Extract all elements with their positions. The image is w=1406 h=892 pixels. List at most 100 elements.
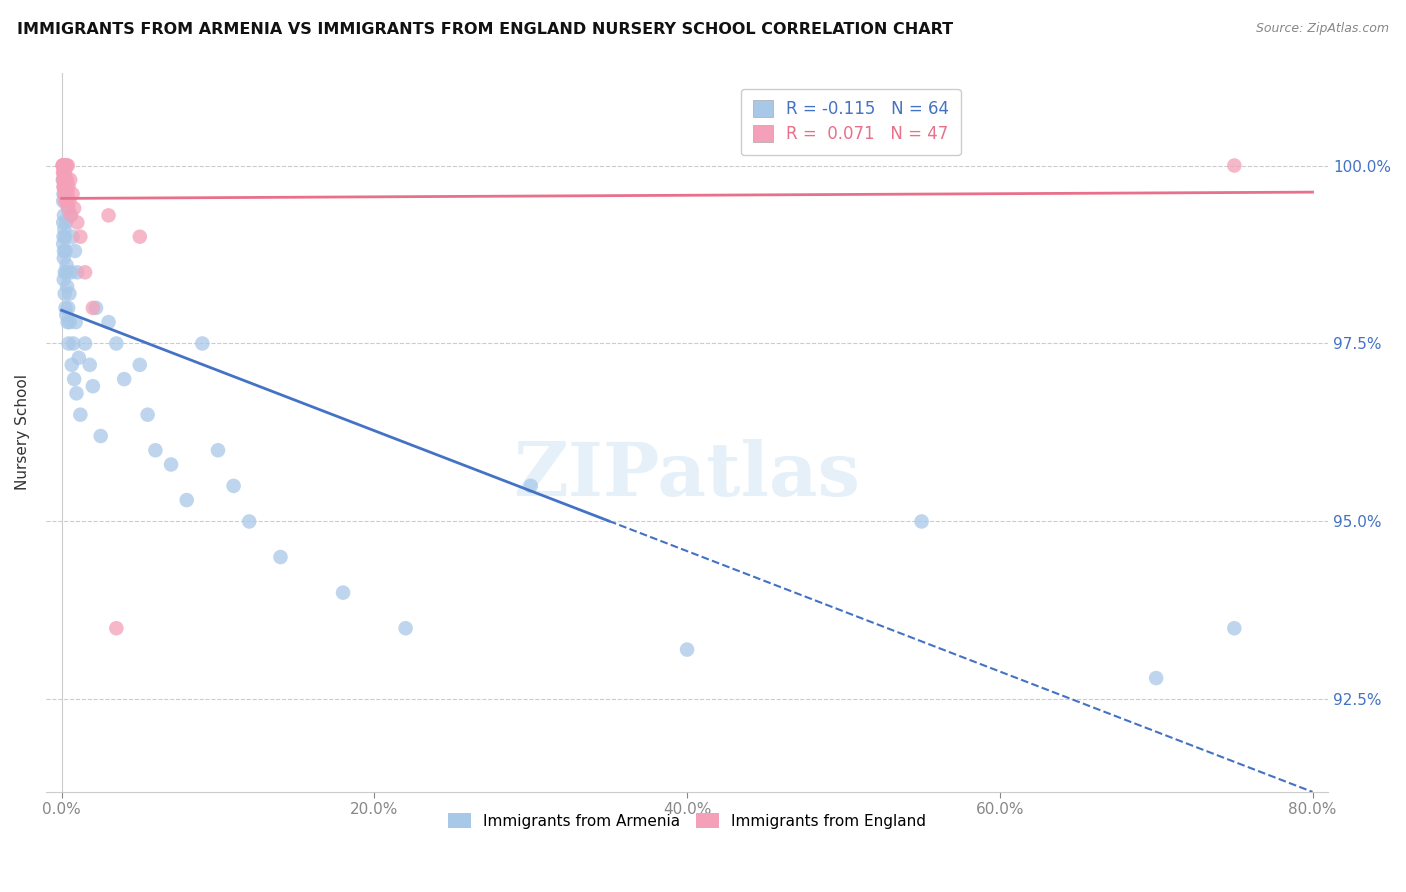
Point <box>52 180 75 194</box>
Point <box>55 265 77 279</box>
Point <box>52 194 75 208</box>
Point <box>55 244 77 258</box>
Text: ZIPatlas: ZIPatlas <box>513 439 860 512</box>
Point <box>53 173 76 187</box>
Point <box>53 194 76 208</box>
Point <box>52 236 75 251</box>
Point <box>53 286 76 301</box>
Point <box>55 301 77 315</box>
Point <box>52 166 75 180</box>
Point <box>52 272 75 286</box>
Point <box>67 351 90 365</box>
Text: Source: ZipAtlas.com: Source: ZipAtlas.com <box>1256 22 1389 36</box>
Point <box>66 265 89 279</box>
Point <box>53 159 76 173</box>
Point <box>145 443 167 458</box>
Point <box>53 222 76 236</box>
Point <box>676 642 699 657</box>
Point <box>128 358 150 372</box>
Point <box>1223 621 1246 635</box>
Point <box>73 336 96 351</box>
Point <box>60 358 83 372</box>
Point <box>52 186 75 201</box>
Point <box>52 159 75 173</box>
Point <box>82 379 104 393</box>
Point <box>53 180 76 194</box>
Point <box>56 186 79 201</box>
Point <box>97 315 120 329</box>
Point <box>55 159 77 173</box>
Point <box>69 408 91 422</box>
Point <box>238 515 260 529</box>
Point <box>53 159 76 173</box>
Point <box>53 229 76 244</box>
Point <box>55 180 77 194</box>
Point <box>56 201 79 215</box>
Point <box>59 173 82 187</box>
Point <box>53 159 76 173</box>
Point <box>63 244 86 258</box>
Point <box>55 186 77 201</box>
Point <box>52 229 75 244</box>
Point <box>52 173 75 187</box>
Point <box>97 208 120 222</box>
Point <box>90 429 112 443</box>
Point <box>55 159 77 173</box>
Point <box>52 244 75 258</box>
Legend: Immigrants from Armenia, Immigrants from England: Immigrants from Armenia, Immigrants from… <box>441 806 932 835</box>
Point <box>394 621 416 635</box>
Point <box>55 308 77 322</box>
Point <box>207 443 229 458</box>
Point <box>53 186 76 201</box>
Point <box>62 186 84 201</box>
Point <box>55 173 77 187</box>
Point <box>59 208 82 222</box>
Point <box>52 215 75 229</box>
Point <box>53 159 76 173</box>
Point <box>62 336 84 351</box>
Point <box>191 336 214 351</box>
Y-axis label: Nursery School: Nursery School <box>15 375 30 491</box>
Point <box>63 372 86 386</box>
Point <box>52 208 75 222</box>
Point <box>84 301 107 315</box>
Point <box>136 408 159 422</box>
Point <box>62 229 84 244</box>
Point <box>56 173 79 187</box>
Point <box>105 621 128 635</box>
Point <box>65 315 87 329</box>
Point <box>65 386 87 401</box>
Point <box>1144 671 1167 685</box>
Point <box>52 173 75 187</box>
Point <box>112 372 135 386</box>
Point <box>52 159 75 173</box>
Point <box>66 215 89 229</box>
Point <box>519 479 541 493</box>
Text: IMMIGRANTS FROM ARMENIA VS IMMIGRANTS FROM ENGLAND NURSERY SCHOOL CORRELATION CH: IMMIGRANTS FROM ARMENIA VS IMMIGRANTS FR… <box>17 22 953 37</box>
Point <box>56 301 79 315</box>
Point <box>52 166 75 180</box>
Point <box>332 585 354 599</box>
Point <box>52 159 75 173</box>
Point <box>82 301 104 315</box>
Point <box>58 180 80 194</box>
Point <box>53 166 76 180</box>
Point <box>69 229 91 244</box>
Point <box>55 194 77 208</box>
Point <box>56 315 79 329</box>
Point <box>53 159 76 173</box>
Point <box>56 159 79 173</box>
Point <box>52 251 75 265</box>
Point <box>56 201 79 215</box>
Point <box>1223 159 1246 173</box>
Point <box>55 258 77 272</box>
Point <box>79 358 101 372</box>
Point <box>53 265 76 279</box>
Point <box>73 265 96 279</box>
Point <box>56 279 79 293</box>
Point <box>52 173 75 187</box>
Point <box>59 265 82 279</box>
Point <box>55 215 77 229</box>
Point <box>63 201 86 215</box>
Point <box>59 315 82 329</box>
